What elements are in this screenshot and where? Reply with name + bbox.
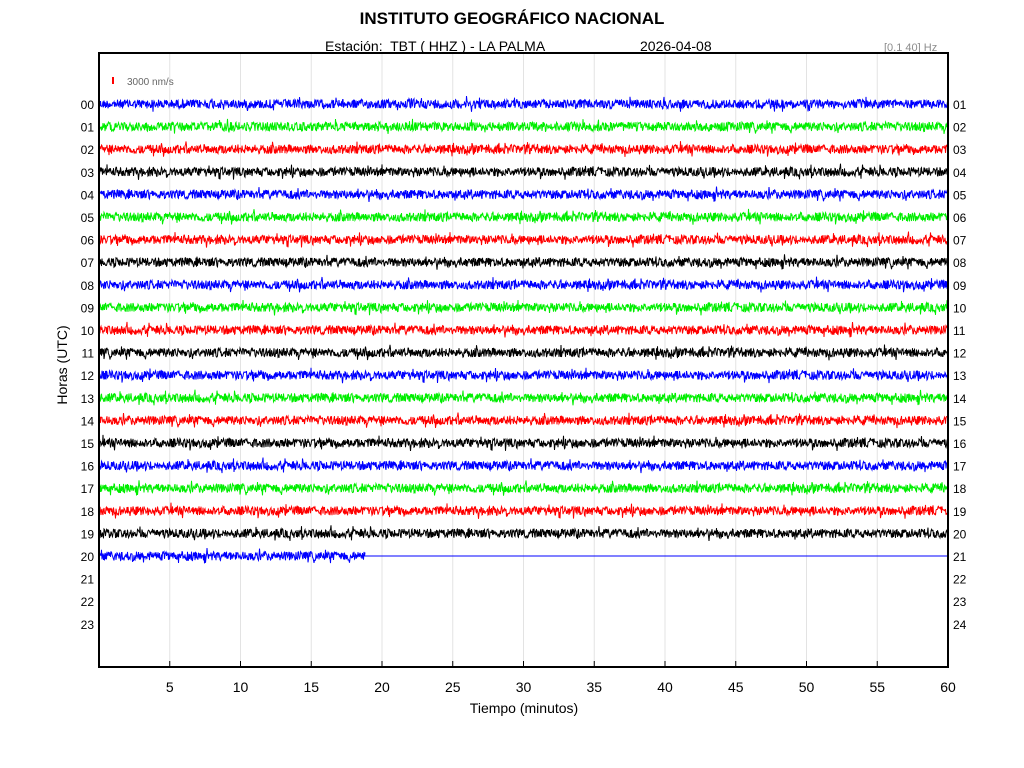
x-axis-label: Tiempo (minutos) bbox=[469, 700, 579, 716]
hour-label-right: 03 bbox=[953, 143, 967, 157]
trace-hour-2 bbox=[98, 141, 949, 157]
hour-label-left: 01 bbox=[81, 121, 95, 135]
hour-label-left: 08 bbox=[81, 279, 95, 293]
hour-label-right: 04 bbox=[953, 166, 967, 180]
x-tick-label: 10 bbox=[233, 679, 249, 695]
trace-hour-6 bbox=[98, 231, 949, 248]
hour-label-right: 24 bbox=[953, 618, 967, 632]
x-tick-label: 5 bbox=[166, 679, 174, 695]
trace-hour-20 bbox=[98, 548, 366, 564]
trace-hour-7 bbox=[98, 254, 949, 270]
hour-label-left: 11 bbox=[82, 347, 95, 361]
hour-label-left: 20 bbox=[81, 550, 95, 564]
x-tick-label: 30 bbox=[516, 679, 532, 695]
hour-label-left: 18 bbox=[81, 505, 95, 519]
trace-hour-1 bbox=[98, 118, 949, 134]
trace-hour-17 bbox=[98, 480, 949, 496]
hour-label-left: 00 bbox=[81, 98, 95, 112]
hour-label-right: 15 bbox=[953, 414, 967, 428]
date-label: 2026-04-08 bbox=[640, 38, 712, 54]
station-label: Estación: TBT ( HHZ ) - LA PALMA bbox=[325, 38, 546, 54]
trace-hour-3 bbox=[98, 163, 949, 180]
hour-label-right: 22 bbox=[953, 573, 967, 587]
hour-label-right: 17 bbox=[953, 460, 967, 474]
hour-label-left: 03 bbox=[81, 166, 95, 180]
hour-label-right: 11 bbox=[953, 324, 966, 338]
hour-label-left: 04 bbox=[81, 188, 95, 202]
hour-label-left: 17 bbox=[81, 482, 95, 496]
hour-label-left: 10 bbox=[81, 324, 95, 338]
trace-hour-10 bbox=[98, 321, 949, 338]
hour-label-left: 12 bbox=[81, 369, 95, 383]
trace-hour-14 bbox=[98, 412, 949, 429]
hour-label-left: 06 bbox=[81, 234, 95, 248]
hour-label-right: 01 bbox=[953, 98, 967, 112]
hour-label-right: 16 bbox=[953, 437, 967, 451]
grid-lines bbox=[169, 53, 949, 667]
x-tick-label: 15 bbox=[303, 679, 319, 695]
x-tick-label: 60 bbox=[940, 679, 956, 695]
axis-labels: 5 10 15 20 25 30 35 40 45 50 55 60 3000 nm/s 00 01 01 02… bbox=[81, 77, 967, 695]
scale-bar bbox=[112, 77, 114, 84]
hour-label-left: 15 bbox=[81, 437, 95, 451]
trace-hour-4 bbox=[98, 186, 949, 202]
hour-label-right: 14 bbox=[953, 392, 967, 406]
x-tick-label: 20 bbox=[374, 679, 390, 695]
hour-label-left: 05 bbox=[81, 211, 95, 225]
trace-hour-18 bbox=[98, 502, 949, 519]
trace-hour-8 bbox=[98, 276, 949, 293]
hour-label-right: 20 bbox=[953, 527, 967, 541]
scale-bar-label: 3000 nm/s bbox=[127, 77, 174, 88]
hour-label-left: 13 bbox=[81, 392, 95, 406]
hour-label-left: 19 bbox=[81, 527, 95, 541]
filter-band-label: [0.1 40] Hz bbox=[884, 42, 938, 54]
x-tick-label: 40 bbox=[657, 679, 673, 695]
hour-label-left: 02 bbox=[81, 143, 95, 157]
x-tick-label: 50 bbox=[799, 679, 815, 695]
hour-label-right: 09 bbox=[953, 279, 967, 293]
chart-title: INSTITUTO GEOGRÁFICO NACIONAL bbox=[359, 9, 665, 28]
trace-hour-16 bbox=[98, 457, 949, 474]
hour-label-right: 10 bbox=[953, 301, 967, 315]
hour-label-right: 13 bbox=[953, 369, 967, 383]
hour-label-right: 21 bbox=[953, 550, 967, 564]
hour-label-right: 08 bbox=[953, 256, 967, 270]
hour-label-right: 23 bbox=[953, 595, 967, 609]
hour-label-right: 05 bbox=[953, 188, 967, 202]
trace-hour-5 bbox=[98, 208, 949, 225]
trace-hour-0 bbox=[98, 95, 949, 112]
hour-label-right: 07 bbox=[953, 234, 967, 248]
trace-hour-12 bbox=[98, 367, 949, 384]
trace-hour-15 bbox=[98, 434, 949, 452]
hour-label-right: 18 bbox=[953, 482, 967, 496]
traces bbox=[98, 95, 949, 564]
hour-label-right: 19 bbox=[953, 505, 967, 519]
x-tick-label: 35 bbox=[586, 679, 602, 695]
hour-label-left: 21 bbox=[81, 573, 95, 587]
hour-label-left: 22 bbox=[81, 595, 95, 609]
trace-hour-13 bbox=[98, 389, 949, 406]
hour-label-right: 12 bbox=[953, 347, 967, 361]
x-tick-label: 45 bbox=[728, 679, 744, 695]
hour-label-right: 02 bbox=[953, 121, 967, 135]
trace-hour-9 bbox=[98, 299, 949, 316]
trace-hour-11 bbox=[98, 344, 949, 361]
x-tick-label: 55 bbox=[869, 679, 885, 695]
plot-frame bbox=[98, 52, 949, 668]
hour-label-left: 14 bbox=[81, 414, 95, 428]
hour-label-left: 09 bbox=[81, 301, 95, 315]
trace-hour-19 bbox=[98, 525, 949, 541]
hour-label-left: 07 bbox=[81, 256, 95, 270]
hour-label-left: 23 bbox=[81, 618, 95, 632]
x-tick-label: 25 bbox=[445, 679, 461, 695]
hour-label-left: 16 bbox=[81, 460, 95, 474]
hour-label-right: 06 bbox=[953, 211, 967, 225]
